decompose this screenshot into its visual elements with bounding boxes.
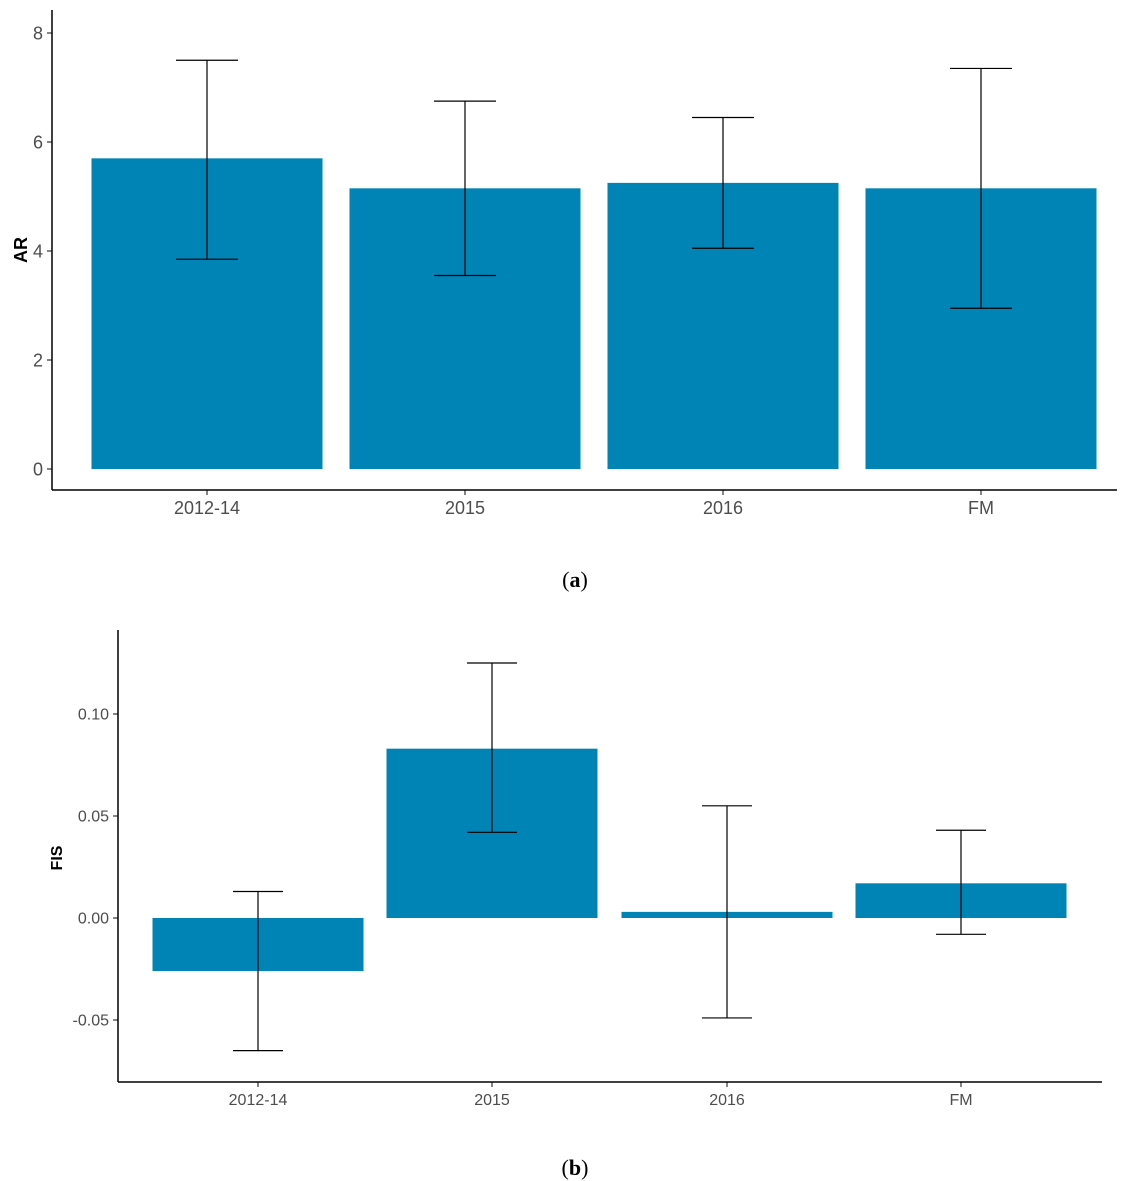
y-tick-label: 6 <box>33 132 43 152</box>
x-tick-label: 2015 <box>474 1092 510 1109</box>
y-tick-label: 0.10 <box>78 707 109 724</box>
chart-b-error-bars <box>233 662 986 1052</box>
chart-a-y-axis-label: AR <box>11 237 31 263</box>
panel-b-label: (b) <box>562 1155 589 1180</box>
y-tick-label: 2 <box>33 350 43 370</box>
chart-a-bars <box>91 158 1097 469</box>
x-tick-label: 2016 <box>703 498 743 518</box>
x-tick-label: 2012-14 <box>174 498 240 518</box>
chart-a-error-bars <box>176 59 1012 309</box>
chart-b-x-ticks: 2012-14 2015 2016 FM <box>229 1082 973 1109</box>
chart-a-y-ticks: 0 2 4 6 8 <box>33 23 52 479</box>
y-tick-label: 0.00 <box>78 911 109 928</box>
y-tick-label: 0.05 <box>78 809 109 826</box>
chart-b: FIS -0.05 0.00 0.05 0.10 2012-14 2015 2016 FM <box>49 630 1102 1109</box>
x-tick-label: 2016 <box>709 1092 745 1109</box>
chart-a: AR 0 2 4 6 8 2012-14 2015 2016 FM <box>11 10 1117 518</box>
x-tick-label: FM <box>949 1092 972 1109</box>
y-tick-label: 0 <box>33 459 43 479</box>
panel-a-label: (a) <box>562 567 588 592</box>
chart-b-y-ticks: -0.05 0.00 0.05 0.10 <box>73 707 118 1030</box>
y-tick-label: -0.05 <box>73 1013 110 1030</box>
chart-b-bars <box>152 748 1067 972</box>
chart-a-x-ticks: 2012-14 2015 2016 FM <box>174 490 994 518</box>
y-tick-label: 4 <box>33 241 43 261</box>
y-tick-label: 8 <box>33 23 43 43</box>
chart-b-y-axis-label: FIS <box>49 845 66 870</box>
x-tick-label: 2015 <box>445 498 485 518</box>
x-tick-label: FM <box>968 498 994 518</box>
x-tick-label: 2012-14 <box>229 1092 288 1109</box>
